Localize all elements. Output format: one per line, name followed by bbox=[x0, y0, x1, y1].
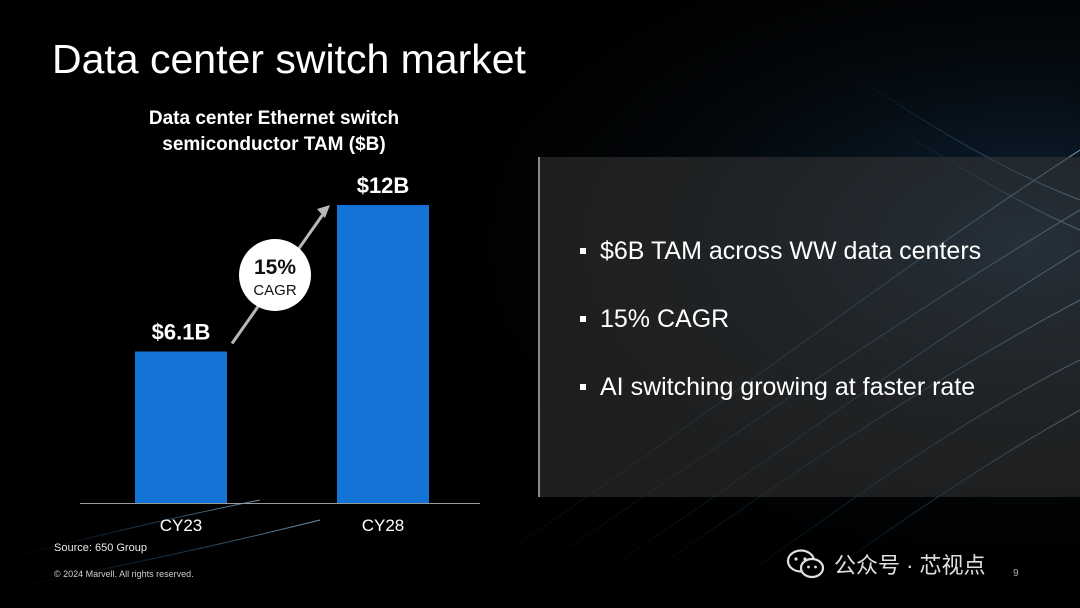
cagr-value: 15% bbox=[254, 256, 296, 279]
bullet-item: AI switching growing at faster rate bbox=[580, 373, 981, 441]
wechat-icon bbox=[786, 549, 825, 579]
bullet-marker-icon bbox=[580, 316, 586, 322]
bar-cy23 bbox=[135, 351, 227, 503]
highlights-panel: $6B TAM across WW data centers 15% CAGR … bbox=[538, 157, 1080, 497]
x-tick-label: CY23 bbox=[160, 516, 203, 535]
bullet-text: $6B TAM across WW data centers bbox=[600, 237, 982, 265]
slide-title: Data center switch market bbox=[52, 36, 526, 82]
bullet-text: AI switching growing at faster rate bbox=[600, 373, 976, 401]
watermark: 公众号 · 芯视点 bbox=[786, 546, 986, 582]
page-number: 9 bbox=[1013, 568, 1019, 579]
bar-cy28 bbox=[337, 205, 429, 503]
data-label: $12B bbox=[357, 173, 410, 198]
bullet-list: $6B TAM across WW data centers 15% CAGR … bbox=[580, 237, 981, 441]
cagr-arrow-head-icon bbox=[317, 205, 330, 218]
cagr-label: CAGR bbox=[253, 282, 297, 299]
bullet-marker-icon bbox=[580, 384, 586, 390]
bullet-item: 15% CAGR bbox=[580, 305, 981, 373]
bullet-item: $6B TAM across WW data centers bbox=[580, 237, 981, 305]
watermark-text: 公众号 · 芯视点 bbox=[834, 553, 986, 578]
bullet-marker-icon bbox=[580, 248, 586, 254]
x-tick-label: CY28 bbox=[362, 516, 405, 535]
cagr-badge bbox=[239, 239, 311, 311]
source-note: Source: 650 Group bbox=[54, 542, 147, 554]
data-label: $6.1B bbox=[152, 320, 211, 345]
chart-title: Data center Ethernet switch semiconducto… bbox=[148, 108, 400, 155]
bar-chart: $6.1B CY23 $12B CY28 15% CAGR bbox=[80, 173, 480, 535]
bullet-text: 15% CAGR bbox=[600, 305, 730, 333]
copyright-note: © 2024 Marvell. All rights reserved. bbox=[54, 569, 194, 579]
